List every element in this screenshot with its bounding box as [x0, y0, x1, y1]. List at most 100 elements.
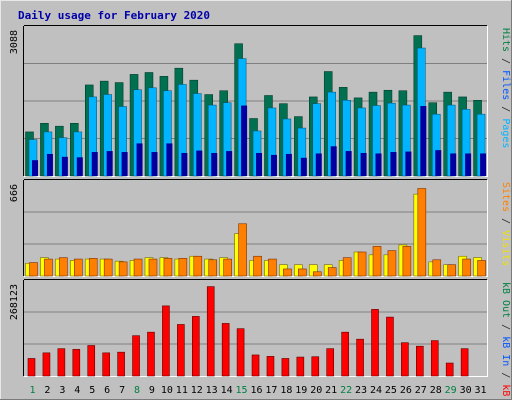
- bar-sites-day-21: [327, 267, 337, 277]
- bar-pages-day-22: [345, 151, 352, 176]
- panel-bottom-legend-part: /: [500, 366, 511, 384]
- x-tick-label-day-26: 26: [400, 385, 412, 396]
- bar-sites-day-9: [148, 258, 158, 277]
- bar-pages-day-23: [360, 152, 367, 176]
- bar-pages-day-27: [420, 106, 427, 176]
- panel-bottom-legend: kB Out / kB In / kB F: [500, 282, 511, 400]
- bar-sites-day-22: [342, 257, 352, 277]
- bar-kbf-day-14: [221, 323, 230, 377]
- bar-pages-day-21: [330, 146, 337, 176]
- bar-pages-day-26: [405, 151, 412, 176]
- x-tick-label-day-12: 12: [191, 385, 203, 396]
- panel-bottom-legend-part: /: [500, 318, 511, 336]
- bar-sites-day-26: [402, 246, 412, 277]
- bar-pages-day-11: [181, 152, 188, 176]
- bar-sites-day-15: [238, 223, 247, 277]
- bar-pages-day-7: [121, 152, 128, 176]
- bar-sites-day-16: [253, 255, 262, 277]
- bar-sites-day-2: [44, 258, 53, 277]
- x-tick-label-day-14: 14: [221, 385, 233, 396]
- bar-sites-day-24: [372, 246, 382, 277]
- bar-pages-day-14: [226, 151, 233, 176]
- x-tick-label-day-4: 4: [74, 385, 80, 396]
- chart-title: Daily usage for February 2020: [18, 9, 210, 22]
- bar-pages-day-15: [241, 105, 248, 176]
- bar-kbf-day-18: [281, 358, 290, 377]
- bar-sites-day-7: [118, 261, 128, 277]
- bar-sites-day-27: [417, 188, 427, 277]
- x-tick-label-day-3: 3: [59, 385, 65, 396]
- x-tick-label-day-13: 13: [206, 385, 218, 396]
- bar-sites-day-3: [59, 257, 68, 277]
- bar-sites-day-18: [283, 268, 292, 277]
- x-tick-label-day-29: 29: [445, 385, 457, 396]
- bar-pages-day-29: [450, 153, 457, 176]
- x-tick-label-day-23: 23: [355, 385, 367, 396]
- x-tick-label-day-15: 15: [236, 385, 248, 396]
- panel-middle-legend: Sites / Visits: [500, 182, 511, 266]
- bar-pages-day-9: [151, 152, 158, 176]
- bar-kbf-day-21: [326, 348, 335, 377]
- bar-pages-day-13: [211, 152, 218, 176]
- bar-pages-day-20: [315, 153, 322, 176]
- bar-sites-day-20: [312, 271, 322, 277]
- x-tick-label-day-2: 2: [44, 385, 50, 396]
- x-tick-label-day-17: 17: [265, 385, 277, 396]
- bar-kbf-day-24: [371, 309, 379, 377]
- bar-pages-day-28: [435, 150, 442, 176]
- bar-pages-day-30: [465, 153, 472, 176]
- bar-sites-day-30: [462, 258, 471, 277]
- bar-kbf-day-15: [236, 328, 245, 377]
- x-tick-label-day-8: 8: [134, 385, 140, 396]
- bar-sites-day-23: [357, 251, 367, 277]
- bar-kbf-day-6: [102, 352, 110, 377]
- bar-sites-day-1: [29, 262, 38, 277]
- bar-sites-day-29: [447, 264, 456, 277]
- bar-kbf-day-19: [296, 356, 305, 377]
- bar-pages-day-31: [480, 153, 487, 176]
- x-tick-label-day-27: 27: [415, 385, 427, 396]
- bar-pages-day-5: [91, 152, 98, 176]
- bar-kbf-day-29: [445, 362, 454, 377]
- bar-kbf-day-20: [311, 356, 320, 377]
- bar-kbf-day-27: [416, 345, 424, 377]
- bar-pages-day-10: [166, 143, 173, 176]
- panel-middle: 666 Sites / Visits: [9, 179, 511, 277]
- x-tick-label-day-30: 30: [460, 385, 472, 396]
- bar-sites-day-10: [163, 258, 173, 277]
- bar-sites-day-12: [193, 255, 203, 277]
- x-tick-label-day-22: 22: [340, 385, 352, 396]
- x-axis-day-labels: 1 2 3 4 5 6 7 8 9 10 11 12 13 14 15 16 17 18 19 20 21 22 23 24 2…: [29, 385, 486, 396]
- bar-kbf-day-7: [117, 351, 125, 377]
- x-tick-label-day-16: 16: [250, 385, 262, 396]
- x-tick-label-day-5: 5: [89, 385, 95, 396]
- bar-sites-day-11: [178, 258, 188, 277]
- panel-middle-legend-part: Visits: [500, 230, 511, 266]
- bar-pages-day-12: [196, 150, 203, 176]
- bar-pages-day-4: [76, 157, 83, 176]
- panel-middle-max-label: 666: [9, 184, 20, 202]
- x-tick-label-day-21: 21: [325, 385, 337, 396]
- bar-pages-day-1: [32, 160, 38, 176]
- bar-pages-day-19: [300, 157, 307, 176]
- x-tick-label-day-19: 19: [295, 385, 307, 396]
- bar-sites-day-31: [477, 260, 486, 277]
- bar-kbf-day-22: [341, 331, 349, 377]
- x-tick-label-day-7: 7: [119, 385, 125, 396]
- bar-pages-day-16: [256, 152, 263, 176]
- panel-top-legend: Hits / Files / Pages: [500, 28, 511, 148]
- panel-top-legend-part: Files: [500, 70, 511, 100]
- bar-pages-day-6: [106, 151, 113, 176]
- x-tick-label-day-25: 25: [385, 385, 397, 396]
- bar-kbf-day-1: [27, 358, 36, 377]
- panel-top-legend-part: /: [500, 100, 511, 118]
- bar-pages-day-25: [390, 152, 397, 176]
- bar-sites-day-6: [103, 258, 113, 277]
- bar-kbf-day-13: [206, 286, 215, 377]
- bar-sites-day-5: [88, 258, 98, 277]
- bar-pages-day-24: [375, 153, 382, 176]
- x-tick-label-day-31: 31: [475, 385, 487, 396]
- bar-pages-day-3: [61, 156, 68, 176]
- panel-top-legend-part: Hits: [500, 28, 511, 52]
